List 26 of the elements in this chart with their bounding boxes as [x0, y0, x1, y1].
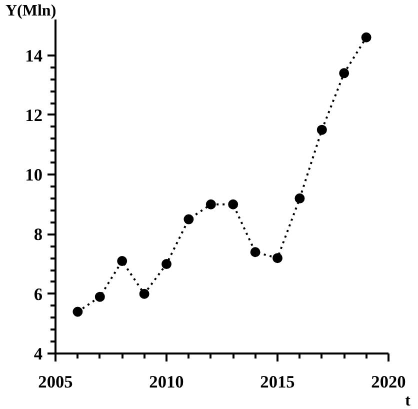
- point: [316, 124, 327, 135]
- y-tick-label: 8: [34, 225, 43, 244]
- point: [184, 214, 194, 224]
- point: [206, 199, 216, 210]
- point: [139, 288, 150, 299]
- point: [361, 32, 372, 42]
- point: [162, 259, 172, 270]
- point: [250, 247, 260, 258]
- y-tick-label: 10: [25, 166, 42, 185]
- point: [339, 68, 350, 78]
- point: [294, 193, 305, 204]
- x-axis-title: t: [405, 392, 412, 409]
- y-tick-label: 4: [34, 344, 43, 364]
- x-tick-label: 2005: [38, 372, 74, 392]
- point: [272, 253, 282, 264]
- x-tick-label: 2015: [260, 372, 296, 392]
- point: [228, 199, 238, 210]
- y-tick-label: 12: [25, 106, 42, 125]
- point: [72, 306, 83, 317]
- point: [117, 256, 128, 266]
- y-tick-label: 14: [25, 46, 43, 66]
- y-axis-title: Y(Mln): [6, 2, 56, 20]
- y-tick-label: 6: [34, 284, 43, 304]
- point: [94, 292, 105, 302]
- x-tick-label: 2020: [371, 372, 406, 392]
- x-tick-label: 2010: [149, 372, 184, 392]
